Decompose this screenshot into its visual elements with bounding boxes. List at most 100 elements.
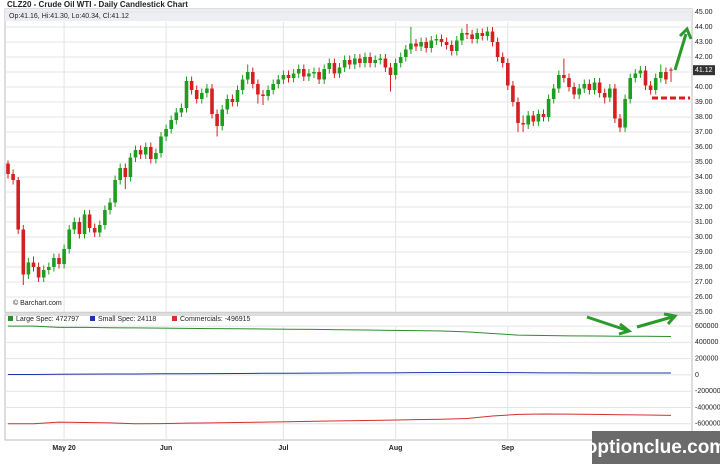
candle-body [113, 180, 117, 203]
candle-body [26, 262, 31, 275]
candle-body [82, 214, 87, 234]
x-tick-label: May 20 [52, 445, 75, 452]
candle-body [133, 150, 138, 158]
candle-body [72, 222, 77, 230]
candle-body [470, 34, 474, 39]
candle-body [608, 88, 612, 98]
y-tick-label: 34.00 [695, 174, 713, 181]
candle-body [256, 84, 260, 95]
candle-body [11, 174, 15, 180]
cot-tick-label: -600000 [695, 421, 720, 428]
watermark: optionclue.com [586, 437, 720, 458]
candle-body [444, 42, 449, 45]
candle-body [633, 73, 638, 78]
candle-body [582, 84, 587, 89]
candle-body [434, 39, 439, 41]
candle-body [353, 58, 357, 65]
candle-body [419, 42, 423, 47]
last-price-box [693, 65, 715, 76]
x-tick-label: Jun [160, 445, 172, 452]
candle-body [240, 79, 245, 90]
y-tick-label: 33.00 [695, 189, 713, 196]
candle-body [409, 43, 413, 50]
candle-body [128, 157, 133, 177]
candle-body [307, 73, 311, 77]
candle-body [266, 90, 270, 96]
candle-body [475, 33, 479, 39]
candle-body [322, 69, 326, 80]
candle-body [47, 267, 51, 270]
candle-body [215, 114, 219, 126]
candle-body [623, 99, 627, 128]
candle-body [557, 75, 561, 89]
candle-body [200, 93, 204, 99]
arrows [586, 26, 693, 336]
candle-body [480, 33, 485, 36]
y-tick-label: 45.00 [695, 9, 713, 16]
candle-body [388, 67, 393, 75]
candle-body [205, 88, 209, 93]
legend-swatch [172, 316, 177, 321]
candle-body [439, 39, 444, 42]
chart-title: CLZ20 - Crude Oil WTI - Daily Candlestic… [7, 0, 188, 9]
candle-body [36, 267, 41, 278]
candle-body [358, 58, 362, 63]
candle-body [92, 228, 97, 233]
candle-body [490, 31, 495, 42]
candle-body [526, 115, 530, 125]
candle-body [449, 45, 454, 51]
candle-body [546, 99, 551, 117]
candle-body [551, 88, 556, 99]
candle-body [398, 57, 403, 63]
legend-label: Small Spec: 24118 [98, 316, 156, 323]
candle-body [429, 40, 434, 48]
ohlc-readout: Op:41.16, Hi:41.30, Lo:40.34, Cl:41.12 [9, 13, 129, 20]
candle-body [67, 229, 71, 249]
candle-body [123, 168, 128, 177]
cot-line [8, 413, 672, 425]
candle-body [506, 63, 510, 86]
candle-body [77, 222, 82, 234]
candle-body [414, 43, 418, 47]
y-tick-label: 26.00 [695, 294, 713, 301]
candle-body [210, 88, 214, 114]
y-tick-label: 35.00 [695, 159, 713, 166]
candle-body [327, 63, 332, 69]
legend-label: Commercials: -496915 [180, 316, 251, 323]
candle-body [383, 58, 388, 68]
candle-body [189, 81, 194, 90]
plot-layer [5, 11, 692, 440]
legend-swatch [90, 316, 95, 321]
candle-body [521, 123, 525, 125]
candle-body [6, 163, 10, 174]
candle-body [628, 78, 632, 99]
candle-body [618, 118, 622, 128]
candle-body [154, 153, 158, 159]
candle-body [424, 42, 428, 48]
candle-body [664, 72, 668, 80]
y-tick-label: 27.00 [695, 279, 713, 286]
candle-body [653, 78, 658, 90]
candle-body [184, 81, 189, 108]
candle-body [118, 168, 122, 180]
candle-body [21, 229, 26, 275]
candle-body [592, 82, 597, 90]
candle-body [536, 114, 541, 122]
candle-body [638, 70, 643, 74]
candle-body [347, 60, 352, 65]
candle-body [251, 72, 255, 84]
y-tick-label: 38.00 [695, 114, 713, 121]
candle-body [572, 87, 576, 95]
y-tick-label: 43.00 [695, 39, 713, 46]
candle-body [261, 94, 265, 96]
y-tick-label: 28.00 [695, 264, 713, 271]
candle-body [276, 79, 281, 84]
candle-body [164, 129, 168, 137]
y-tick-label: 44.00 [695, 24, 713, 31]
y-tick-label: 32.00 [695, 204, 713, 211]
candle-body [460, 33, 464, 41]
candle-body [404, 49, 408, 57]
candle-body [194, 90, 199, 99]
candle-body [108, 202, 112, 210]
cot-line [8, 325, 672, 337]
